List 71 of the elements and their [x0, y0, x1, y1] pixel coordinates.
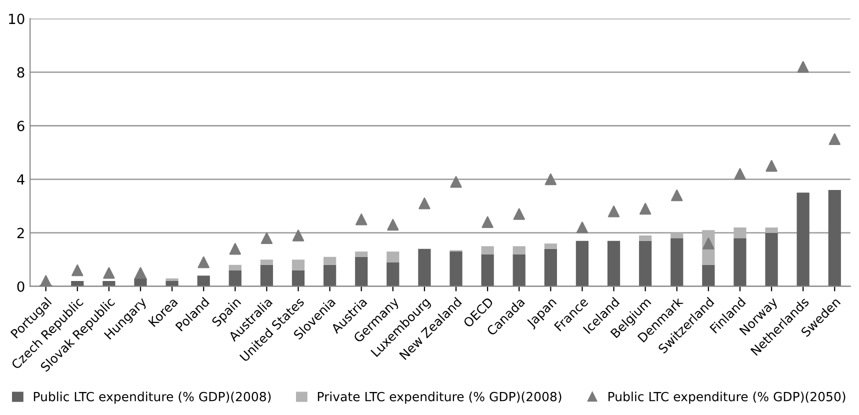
bar — [639, 235, 652, 241]
point — [134, 267, 146, 279]
bar — [355, 256, 368, 286]
y-tick-label: 2 — [17, 228, 24, 238]
point — [229, 243, 241, 255]
bar — [292, 260, 305, 270]
bar — [197, 276, 210, 286]
legend-label: Private LTC expenditure (% GDP)(2008) — [318, 392, 562, 404]
bar — [102, 280, 116, 286]
bar — [765, 227, 778, 233]
bar — [607, 240, 620, 286]
bar — [576, 240, 589, 286]
bar — [450, 252, 462, 286]
point — [513, 208, 525, 220]
point — [198, 256, 210, 268]
point — [544, 173, 557, 186]
bar — [512, 254, 526, 286]
point — [576, 222, 588, 234]
bar — [481, 246, 494, 254]
point — [734, 168, 746, 180]
point — [356, 214, 368, 226]
point — [387, 218, 399, 231]
bar — [734, 227, 746, 238]
bar — [639, 240, 652, 286]
bar — [292, 270, 305, 286]
point — [608, 206, 620, 218]
y-tick-label: 10 — [9, 14, 24, 24]
point — [292, 230, 304, 242]
bar — [765, 232, 778, 286]
point — [828, 133, 840, 145]
point — [260, 232, 273, 244]
bar — [260, 264, 274, 286]
point — [766, 160, 778, 172]
legend-label: Public LTC expenditure (% GDP)(2008) — [34, 392, 271, 404]
y-tick-label: 6 — [17, 120, 24, 132]
bar — [734, 238, 746, 286]
bar — [512, 246, 526, 254]
bar — [670, 232, 684, 238]
point — [671, 189, 683, 202]
point — [482, 216, 494, 228]
legend-label: Public LTC expenditure (% GDP)(2050) — [608, 392, 846, 404]
bar — [323, 256, 336, 265]
point — [639, 202, 652, 215]
point — [72, 264, 84, 276]
bar — [166, 278, 178, 281]
y-tick-label: 0 — [17, 281, 24, 292]
bar — [386, 252, 400, 262]
y-tick-label: 8 — [17, 67, 24, 78]
bar — [166, 280, 178, 286]
bar — [134, 278, 147, 286]
bar — [702, 264, 715, 286]
point — [797, 61, 809, 73]
bar — [670, 238, 684, 286]
bar — [544, 244, 557, 249]
bar — [796, 192, 810, 286]
bar — [418, 248, 431, 286]
bar — [828, 190, 841, 286]
bar — [228, 264, 242, 270]
bar — [323, 264, 336, 286]
point — [418, 198, 430, 210]
point — [103, 267, 115, 279]
bar — [355, 252, 368, 257]
bar — [71, 280, 84, 286]
bar — [386, 262, 400, 286]
point — [450, 176, 462, 188]
bar — [544, 248, 557, 286]
bar — [481, 254, 494, 286]
point — [40, 275, 52, 286]
y-tick-label: 4 — [17, 174, 24, 185]
bar — [228, 270, 242, 286]
bar — [260, 260, 274, 265]
